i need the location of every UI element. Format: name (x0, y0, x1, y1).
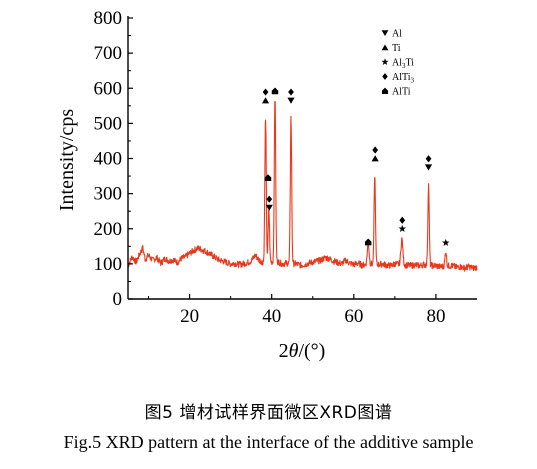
peak-6-1-ti-marker (371, 155, 379, 162)
peak-1-0-alti-marker (264, 174, 272, 182)
peak-3-0-alti-marker (271, 87, 279, 95)
legend-label-1: Ti (392, 43, 401, 54)
peak-4-0-alti3-marker (288, 88, 294, 96)
x-tick-label: 20 (180, 306, 199, 327)
peak-4-1-al-marker (287, 97, 295, 104)
intensity-series-line (127, 101, 478, 272)
y-tick-label: 600 (94, 78, 123, 99)
peak-0-0-alti3-marker (262, 88, 269, 96)
legend-label-2: Al3Ti (392, 58, 414, 71)
y-tick-label: 200 (94, 219, 123, 240)
x-tick-label: 40 (262, 306, 281, 327)
x-tick-label: 60 (344, 306, 363, 327)
legend-label-0: Al (392, 29, 402, 40)
peak-7-1-al3ti-marker (398, 224, 407, 232)
peak-2-0-alti3-marker (266, 195, 273, 203)
ticks: 0 100 200 300 400 500 600 700 800 20 40 60 80 (94, 8, 446, 327)
y-tick-label: 700 (94, 43, 123, 64)
y-tick-label: 100 (94, 254, 123, 275)
legend-1-ti-marker (381, 44, 389, 51)
y-tick-label: 400 (94, 149, 123, 170)
x-axis-label: 2θ/(°) (279, 340, 326, 362)
peak-8-1-al-marker (424, 164, 433, 171)
peak-8-0-alti3-marker (425, 155, 432, 163)
x-tick-label: 80 (426, 306, 445, 327)
peak-0-1-ti-marker (261, 97, 270, 104)
legend-4-alti-marker (381, 87, 389, 95)
legend-label-3: AlTi3 (392, 72, 415, 85)
y-tick-label: 800 (94, 8, 123, 29)
y-tick-label: 300 (94, 184, 123, 205)
peak-7-0-alti3-marker (399, 216, 406, 224)
y-tick-label: 0 (113, 289, 123, 310)
legend-0-al-marker (381, 30, 389, 37)
peak-2-1-al-marker (265, 204, 273, 211)
figure-caption-english: Fig.5 XRD pattern at the interface of th… (63, 432, 474, 452)
peak-6-0-alti3-marker (372, 146, 379, 154)
axes (127, 16, 477, 300)
peak-9-0-al3ti-marker (442, 238, 450, 246)
legend-2-al3ti-marker (381, 58, 389, 66)
y-axis-label: Intensity/cps (56, 109, 78, 211)
peak-markers (261, 87, 450, 246)
figure-caption-chinese: 图5 增材试样界面微区XRD图谱 (144, 403, 393, 423)
y-tick-label: 500 (94, 113, 123, 134)
legend-label-4: AlTi (392, 87, 411, 98)
plot-area (127, 101, 478, 272)
peak-5-0-alti-marker (364, 238, 372, 246)
legend-3-alti3-marker (382, 73, 388, 80)
